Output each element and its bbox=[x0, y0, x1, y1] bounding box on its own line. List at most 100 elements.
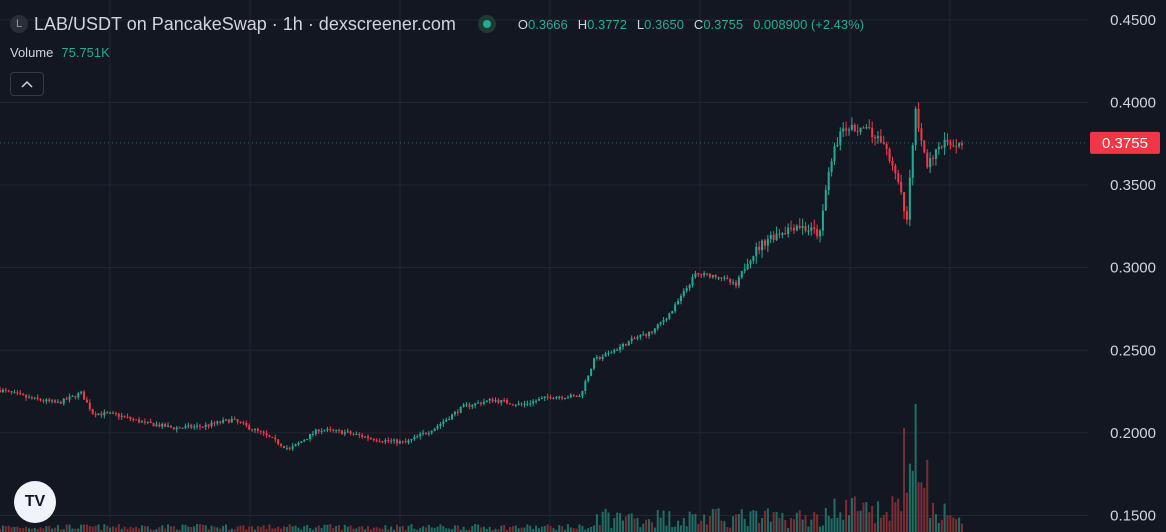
candle-body bbox=[882, 142, 885, 145]
volume-bar bbox=[164, 528, 167, 532]
candle-body bbox=[758, 246, 761, 251]
volume-bar bbox=[442, 526, 445, 532]
candle-body bbox=[804, 226, 807, 231]
candle-body bbox=[149, 421, 152, 424]
volume-bar bbox=[923, 487, 926, 532]
candle-body bbox=[65, 398, 68, 400]
volume-bar bbox=[607, 512, 610, 532]
volume-bar bbox=[871, 506, 874, 532]
volume-bar bbox=[181, 524, 184, 532]
volume-bar bbox=[227, 529, 230, 532]
volume-bar bbox=[555, 529, 558, 532]
volume-bar bbox=[598, 525, 601, 532]
close-label: C bbox=[693, 16, 704, 32]
volume-bar bbox=[958, 517, 961, 532]
volume-bar bbox=[340, 529, 343, 532]
candle-body bbox=[45, 399, 48, 402]
candle-body bbox=[569, 394, 572, 398]
volume-bar bbox=[381, 528, 384, 532]
volume-bar bbox=[274, 528, 277, 532]
volume-bar bbox=[219, 528, 222, 532]
volume-bar bbox=[355, 528, 358, 532]
price-tick-label: 0.4000 bbox=[1110, 94, 1156, 111]
volume-bar bbox=[787, 527, 790, 532]
candle-body bbox=[143, 421, 146, 423]
volume-bar bbox=[491, 529, 494, 532]
volume-bar bbox=[946, 515, 949, 532]
candle-body bbox=[346, 431, 349, 433]
candle-body bbox=[665, 318, 668, 321]
volume-bar bbox=[300, 529, 303, 532]
volume-bar bbox=[479, 527, 483, 532]
candle-body bbox=[700, 274, 703, 276]
price-tick-label: 0.2500 bbox=[1110, 342, 1156, 359]
candle-body bbox=[219, 421, 222, 423]
candle-body bbox=[111, 412, 115, 414]
candle-body bbox=[616, 349, 619, 351]
candle-body bbox=[824, 189, 827, 211]
volume-bar bbox=[27, 528, 30, 532]
candle-body bbox=[949, 142, 952, 146]
candle-body bbox=[349, 431, 352, 434]
volume-bar bbox=[184, 524, 187, 532]
candle-body bbox=[68, 396, 71, 400]
candle-body bbox=[114, 412, 117, 414]
volume-bar bbox=[723, 521, 726, 532]
volume-bar bbox=[343, 524, 346, 532]
candle-body bbox=[236, 419, 239, 422]
candle-body bbox=[253, 428, 257, 430]
volume-bar bbox=[146, 526, 149, 532]
volume-bar bbox=[448, 528, 451, 532]
candle-body bbox=[88, 402, 91, 410]
volume-bar bbox=[364, 529, 367, 532]
candle-body bbox=[126, 416, 129, 418]
candle-body bbox=[636, 336, 639, 339]
candle-body bbox=[448, 419, 451, 421]
candle-body bbox=[155, 424, 158, 427]
candle-body bbox=[639, 335, 642, 337]
candle-body bbox=[836, 144, 839, 147]
volume-bar bbox=[427, 524, 430, 532]
volume-bar bbox=[456, 525, 459, 532]
volume-bar bbox=[349, 525, 352, 532]
volume-bar bbox=[737, 513, 740, 532]
volume-bar bbox=[839, 512, 842, 532]
volume-bar bbox=[526, 524, 529, 532]
volume-bar bbox=[280, 528, 283, 532]
candle-body bbox=[291, 446, 294, 449]
volume-bar bbox=[172, 526, 175, 532]
volume-bar bbox=[323, 524, 326, 532]
symbol-icon[interactable]: L bbox=[10, 15, 28, 33]
volume-bar bbox=[937, 522, 940, 532]
candle-body bbox=[27, 397, 30, 399]
candle-body bbox=[711, 274, 714, 278]
volume-bar bbox=[685, 526, 688, 532]
candle-body bbox=[514, 404, 517, 406]
candle-body bbox=[891, 161, 894, 166]
collapse-legend-button[interactable] bbox=[10, 72, 44, 96]
candle-body bbox=[375, 440, 378, 442]
volume-bar bbox=[694, 513, 697, 532]
volume-bar bbox=[578, 524, 581, 532]
volume-bar bbox=[384, 525, 387, 532]
volume-bar bbox=[604, 508, 607, 532]
candle-body bbox=[703, 273, 706, 276]
volume-bar bbox=[569, 527, 572, 532]
volume-layer bbox=[0, 404, 964, 532]
candle-body bbox=[332, 429, 335, 431]
volume-bar bbox=[395, 524, 398, 532]
volume-bar bbox=[891, 496, 894, 532]
candle-body bbox=[314, 429, 317, 434]
volume-bar bbox=[297, 527, 300, 532]
market-status-icon[interactable] bbox=[477, 15, 496, 33]
candle-body bbox=[517, 403, 520, 405]
volume-bar bbox=[697, 523, 700, 532]
candle-body bbox=[900, 181, 903, 193]
volume-bar bbox=[943, 503, 946, 532]
tradingview-logo-icon[interactable]: TV bbox=[14, 481, 56, 523]
candle-body bbox=[561, 396, 564, 399]
candle-body bbox=[897, 173, 900, 182]
candle-body bbox=[106, 412, 109, 414]
